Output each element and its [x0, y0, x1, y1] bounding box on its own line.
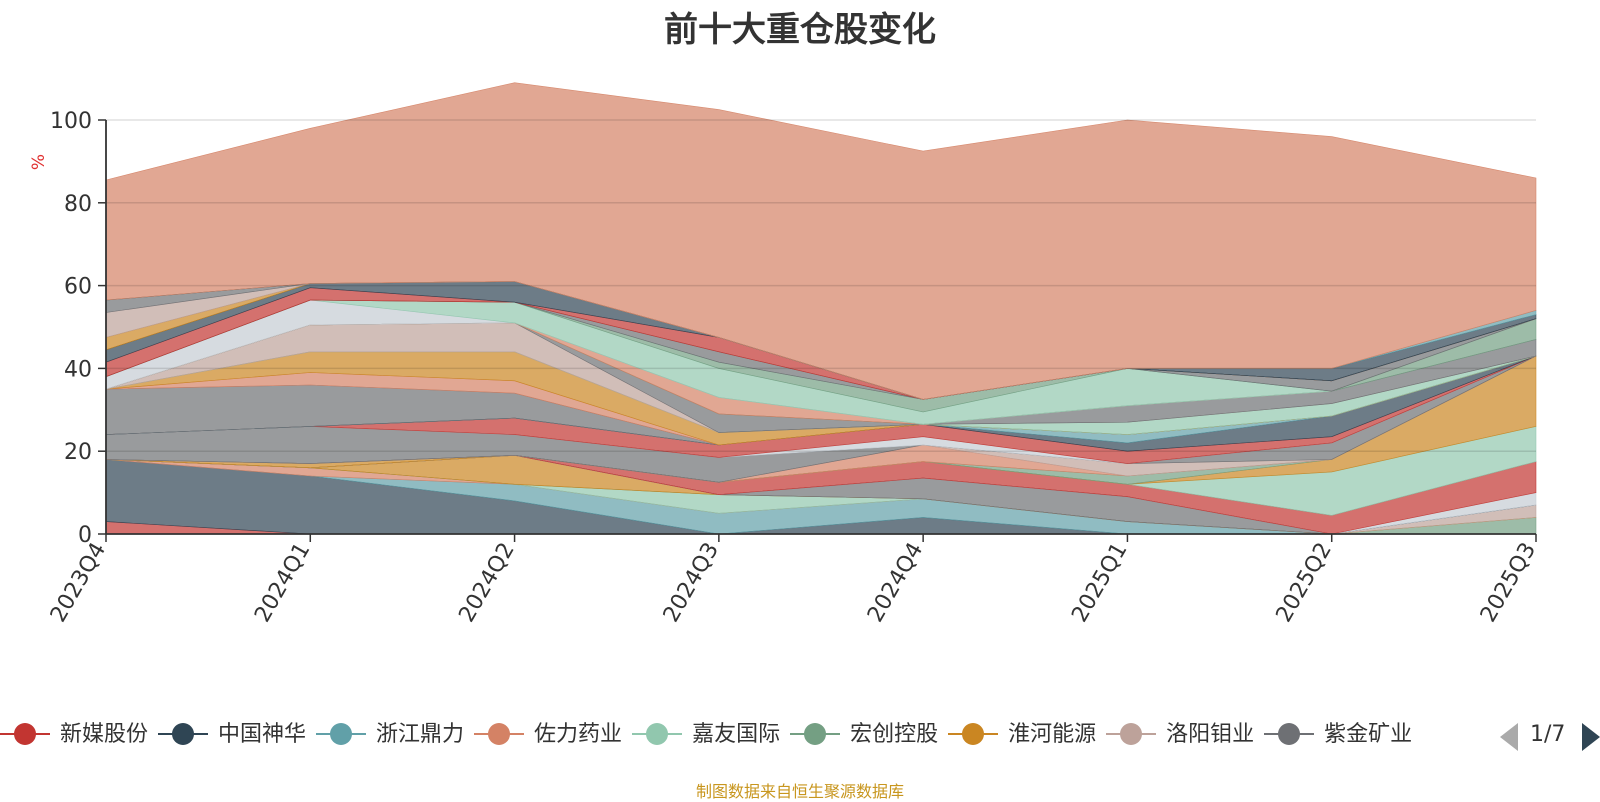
legend-item[interactable]: 洛阳钼业: [1106, 716, 1254, 754]
legend-item[interactable]: 宏创控股: [790, 716, 938, 754]
x-tick-label-0: 2023Q4: [46, 539, 111, 627]
legend-label: 中国神华: [218, 722, 307, 747]
legend-label: 浙江鼎力: [376, 722, 465, 747]
chart-title: 前十大重仓股变化: [664, 10, 936, 50]
legend-prev-icon[interactable]: [1500, 723, 1518, 751]
y-tick-label-3: 60: [64, 275, 92, 300]
legend: 新媒股份 中国神华 浙江鼎力 佐力药业 嘉友国际 宏创控股 淮河能源 洛阳钼业 紫金矿业 1/7: [0, 716, 1600, 754]
legend-item[interactable]: 淮河能源: [948, 716, 1096, 754]
area-layer: [105, 82, 1537, 535]
legend-label: 宏创控股: [850, 722, 939, 747]
y-tick-label-1: 20: [64, 440, 92, 465]
x-tick-label-7: 2025Q3: [1476, 539, 1541, 627]
area-series-41: [105, 82, 1537, 400]
x-tick-label-4: 2024Q4: [863, 539, 928, 627]
legend-item[interactable]: 新媒股份: [0, 716, 148, 754]
legend-dot-icon: [646, 723, 669, 745]
legend-item[interactable]: 浙江鼎力: [316, 716, 464, 754]
legend-dot-icon: [488, 723, 511, 745]
legend-label: 洛阳钼业: [1166, 722, 1255, 747]
y-tick-label-0: 0: [78, 523, 92, 548]
legend-item[interactable]: 中国神华: [158, 716, 306, 754]
y-axis-label: %: [29, 154, 49, 170]
x-tick-label-2: 2024Q2: [454, 539, 519, 627]
stacked-area-chart: 0 20 40 60 80 100 2023Q4 2024Q1 2024Q2 2024Q3 2024…: [29, 82, 1541, 627]
y-tick-label-2: 40: [64, 357, 92, 382]
legend-pager: 1/7: [1500, 716, 1600, 754]
legend-item[interactable]: 佐力药业: [474, 716, 622, 754]
legend-item[interactable]: 紫金矿业: [1264, 716, 1412, 754]
y-tick-label-4: 80: [64, 192, 92, 217]
legend-dot-icon: [330, 723, 353, 745]
grid-layer: [106, 119, 1536, 452]
legend-dot-icon: [804, 723, 827, 745]
x-tick-label-5: 2025Q1: [1067, 539, 1132, 627]
legend-dot-icon: [962, 723, 985, 745]
x-tick-label-1: 2024Q1: [250, 539, 315, 627]
legend-dot-icon: [14, 723, 36, 745]
legend-label: 佐力药业: [534, 722, 623, 747]
y-tick-label-5: 100: [50, 109, 92, 134]
legend-label: 紫金矿业: [1324, 722, 1413, 747]
legend-next-icon[interactable]: [1582, 723, 1600, 751]
legend-dot-icon: [1278, 723, 1301, 745]
legend-page-indicator: 1/7: [1530, 722, 1566, 747]
source-note: 制图数据来自恒生聚源数据库: [695, 782, 904, 801]
legend-item[interactable]: 嘉友国际: [632, 716, 780, 754]
legend-label: 新媒股份: [60, 722, 149, 747]
legend-dot-icon: [1120, 723, 1143, 745]
x-tick-label-6: 2025Q2: [1272, 539, 1337, 627]
legend-label: 嘉友国际: [692, 722, 781, 747]
legend-items: 新媒股份 中国神华 浙江鼎力 佐力药业 嘉友国际 宏创控股 淮河能源 洛阳钼业 紫金矿业: [0, 716, 1486, 754]
legend-label: 淮河能源: [1008, 722, 1097, 747]
legend-dot-icon: [172, 723, 195, 745]
x-tick-label-3: 2024Q3: [659, 539, 724, 627]
